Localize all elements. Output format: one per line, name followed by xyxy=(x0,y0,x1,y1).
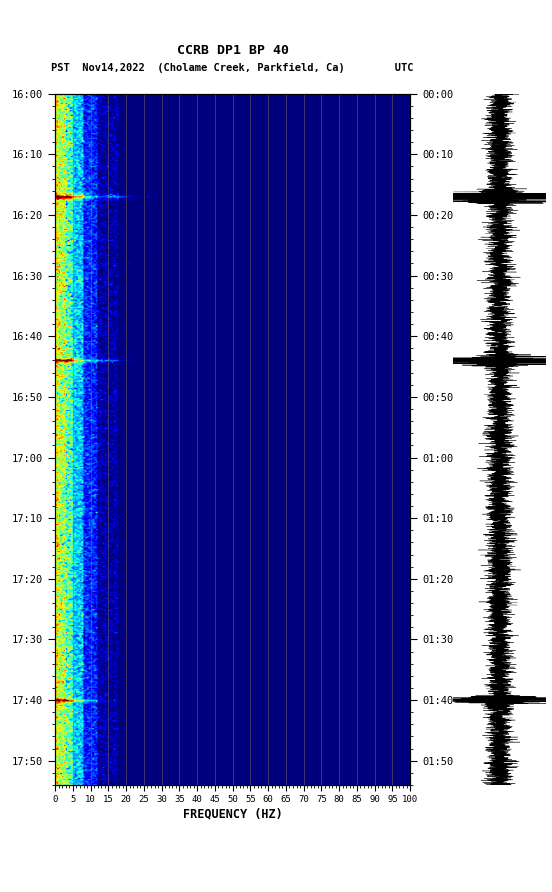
Polygon shape xyxy=(5,11,19,35)
Text: CCRB DP1 BP 40: CCRB DP1 BP 40 xyxy=(177,44,289,56)
Text: PST  Nov14,2022  (Cholame Creek, Parkfield, Ca)        UTC: PST Nov14,2022 (Cholame Creek, Parkfield… xyxy=(51,63,414,73)
X-axis label: FREQUENCY (HZ): FREQUENCY (HZ) xyxy=(183,807,283,820)
Text: USGS: USGS xyxy=(13,17,38,28)
